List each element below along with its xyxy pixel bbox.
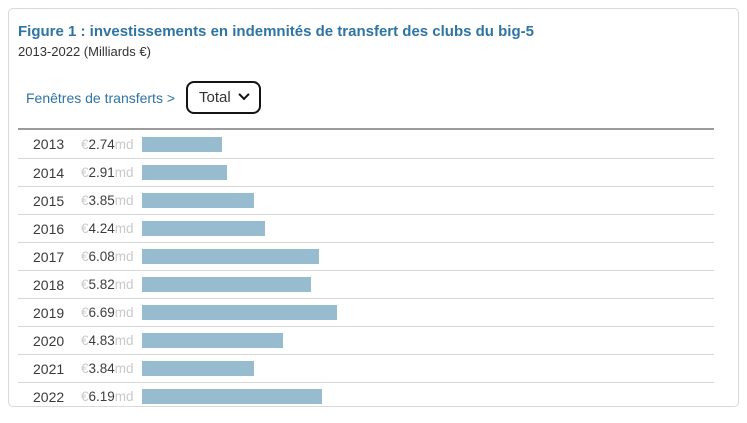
bar: [142, 305, 337, 320]
value-label: €4.83md: [81, 333, 142, 348]
transfer-window-dropdown[interactable]: Total: [186, 81, 261, 114]
unit-suffix: md: [114, 165, 134, 180]
currency-prefix: €: [81, 249, 89, 264]
value-label: €6.69md: [81, 305, 142, 320]
bar: [142, 277, 311, 292]
value-number: 5.82: [88, 277, 115, 292]
dropdown-selected-value: Total: [199, 89, 231, 106]
bar-row: 2021 €3.84md: [18, 354, 714, 382]
year-label: 2018: [33, 276, 65, 293]
value-number: 3.84: [88, 361, 115, 376]
filter-row: Fenêtres de transferts > Total: [18, 81, 729, 114]
value-label: €6.19md: [81, 389, 142, 404]
unit-suffix: md: [114, 333, 134, 348]
figure-card: Figure 1 : investissements en indemnités…: [8, 8, 739, 407]
value-label: €2.74md: [81, 137, 142, 152]
bar: [142, 165, 227, 180]
bar: [142, 136, 222, 152]
value-number: 3.85: [88, 193, 115, 208]
value-label: €2.91md: [81, 165, 142, 180]
transfer-window-filter-label: Fenêtres de transferts >: [26, 89, 176, 106]
unit-suffix: md: [114, 389, 134, 404]
bar: [142, 221, 265, 236]
bar-row: 2014 €2.91md: [18, 158, 714, 186]
year-label: 2021: [33, 360, 65, 377]
bar-row: 2020 €4.83md: [18, 326, 714, 354]
year-label: 2014: [33, 164, 65, 181]
year-label: 2016: [33, 220, 65, 237]
bar-row: 2022 €6.19md: [18, 382, 714, 406]
value-number: 4.24: [88, 221, 115, 236]
unit-suffix: md: [114, 136, 134, 152]
value-number: 2.91: [88, 165, 115, 180]
unit-suffix: md: [114, 193, 134, 208]
currency-prefix: €: [81, 136, 89, 152]
value-number: 2.74: [88, 136, 115, 152]
year-label: 2020: [33, 332, 65, 349]
year-label: 2022: [33, 388, 65, 405]
year-label: 2019: [33, 304, 65, 321]
bar: [142, 193, 254, 208]
figure-subtitle: 2013-2022 (Milliards €): [18, 44, 151, 59]
value-label: €3.84md: [81, 361, 142, 376]
year-label: 2013: [33, 136, 65, 152]
currency-prefix: €: [81, 193, 89, 208]
currency-prefix: €: [81, 277, 89, 292]
bar: [142, 389, 322, 404]
bar: [142, 249, 319, 264]
currency-prefix: €: [81, 333, 89, 348]
unit-suffix: md: [114, 249, 134, 264]
chevron-down-icon: [238, 88, 250, 101]
bar-row: 2019 €6.69md: [18, 298, 714, 326]
unit-suffix: md: [114, 361, 134, 376]
unit-suffix: md: [114, 277, 134, 292]
value-label: €3.85md: [81, 193, 142, 208]
currency-prefix: €: [81, 305, 89, 320]
value-label: €5.82md: [81, 277, 142, 292]
currency-prefix: €: [81, 389, 89, 404]
value-number: 6.69: [88, 305, 115, 320]
value-label: €4.24md: [81, 221, 142, 236]
bar-chart: 2013 €2.74md 2014 €2.91md 2015 €3.85md 2…: [18, 128, 714, 406]
value-number: 6.08: [88, 249, 115, 264]
bar-row: 2013 €2.74md: [18, 130, 714, 158]
currency-prefix: €: [81, 221, 89, 236]
currency-prefix: €: [81, 165, 89, 180]
value-number: 4.83: [88, 333, 115, 348]
bar-row: 2016 €4.24md: [18, 214, 714, 242]
bar-row: 2018 €5.82md: [18, 270, 714, 298]
year-label: 2015: [33, 192, 65, 209]
bar-row: 2015 €3.85md: [18, 186, 714, 214]
figure-title: Figure 1 : investissements en indemnités…: [18, 23, 534, 40]
value-label: €6.08md: [81, 249, 142, 264]
unit-suffix: md: [114, 305, 134, 320]
value-number: 6.19: [88, 389, 115, 404]
unit-suffix: md: [114, 221, 134, 236]
year-label: 2017: [33, 248, 65, 265]
currency-prefix: €: [81, 361, 89, 376]
bar: [142, 333, 283, 348]
bar: [142, 361, 254, 376]
bar-row: 2017 €6.08md: [18, 242, 714, 270]
